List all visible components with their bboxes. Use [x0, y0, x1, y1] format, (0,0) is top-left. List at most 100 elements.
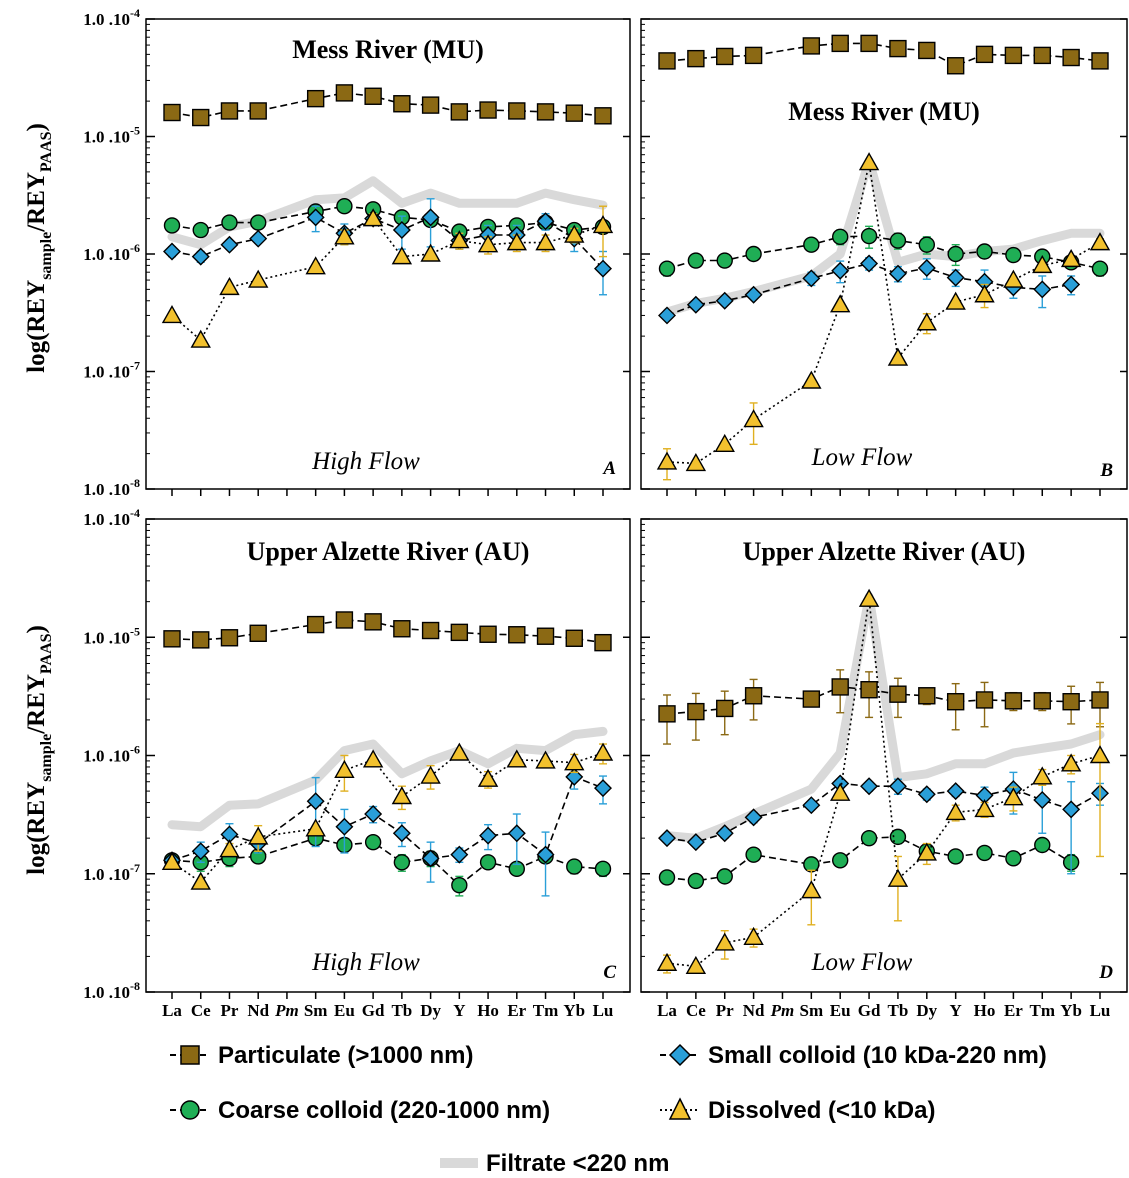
legend-small-colloid-label: Small colloid (10 kDa-220 nm)	[708, 1042, 1047, 1069]
particulate-point	[565, 629, 583, 647]
y-label-main: log(REY	[23, 782, 50, 875]
series-particulate	[163, 611, 612, 652]
x-tick-label: Y	[453, 1001, 465, 1020]
particulate-point	[1091, 52, 1109, 70]
small-colloid-point	[715, 291, 734, 310]
dissolved-point	[945, 802, 966, 821]
x-tick-label: Yb	[563, 1001, 585, 1020]
dissolved-point	[656, 952, 678, 971]
small-colloid-point	[860, 777, 879, 796]
x-tick-label: Nd	[743, 1001, 765, 1020]
dissolved-point	[334, 759, 355, 778]
panel-letter: B	[1099, 460, 1113, 481]
small-colloid-point	[744, 285, 763, 304]
y-label-main: log(REY	[23, 280, 50, 373]
dissolved-point	[564, 224, 585, 243]
y-tick-label: 1.0 .10-8	[83, 979, 140, 1002]
small-colloid-point	[450, 845, 469, 864]
coarse-colloid-point	[889, 232, 907, 249]
particulate-point	[860, 681, 878, 699]
coarse-colloid-point	[745, 846, 762, 863]
particulate-point	[306, 615, 325, 634]
small-colloid-point	[831, 261, 850, 280]
y-tick-label-base: 1.0 .10	[83, 128, 130, 147]
particulate-point	[192, 631, 210, 649]
particulate-point	[508, 102, 526, 120]
x-tick-label: Dy	[916, 1001, 937, 1020]
particulate-point	[220, 629, 239, 647]
particulate-point	[450, 103, 469, 121]
y-label-mid: /REY	[23, 674, 50, 735]
dissolved-point	[305, 256, 326, 275]
x-tick-label: Gd	[362, 1001, 385, 1020]
series-dissolved	[161, 742, 614, 890]
dissolved-point	[887, 868, 909, 887]
coarse-colloid-point	[716, 868, 733, 885]
series-filtrate	[167, 176, 608, 250]
series-small-colloid	[658, 771, 1109, 875]
series-particulate	[658, 669, 1109, 745]
y-tick-label-base: 1.0 .10	[83, 245, 130, 264]
dissolved-point	[362, 208, 384, 227]
small-colloid-point	[306, 208, 325, 227]
coarse-colloid-point	[336, 198, 353, 215]
dissolved-point	[391, 786, 413, 805]
dissolved-point	[887, 347, 909, 366]
coarse-colloid-point	[250, 214, 267, 231]
dissolved-point	[190, 329, 211, 348]
legend-dissolved-label: Dissolved (<10 kDa)	[708, 1097, 935, 1124]
y-tick-label: 1.0 .10-7	[83, 861, 140, 884]
dissolved-line	[171, 751, 604, 884]
dissolved-point	[161, 305, 183, 324]
particulate-point	[450, 623, 469, 642]
particulate-point	[802, 690, 821, 708]
x-tick-label: Sm	[304, 1001, 328, 1020]
small-colloid-point	[802, 796, 821, 815]
y-tick-label-exponent: -4	[130, 506, 140, 520]
x-tick-label: Sm	[800, 1001, 824, 1020]
legend-triangle-marker	[668, 1097, 692, 1120]
dissolved-point	[391, 246, 413, 265]
small-colloid-point	[658, 306, 676, 325]
y-label-close: )	[23, 123, 50, 131]
y-tick-label: 1.0 .10-4	[83, 6, 140, 29]
legend-diamond-marker	[668, 1043, 692, 1067]
particulate-point	[163, 630, 181, 648]
panel-title: Upper Alzette River (AU)	[247, 537, 530, 566]
y-tick-label: 1.0 .10-5	[83, 124, 140, 147]
small-colloid-line	[171, 775, 604, 862]
dissolved-point	[743, 926, 764, 946]
small-colloid-point	[163, 242, 181, 261]
series-dissolved	[656, 588, 1111, 974]
coarse-colloid-line	[666, 836, 1072, 882]
dissolved-point	[305, 818, 326, 837]
coarse-colloid-point	[192, 221, 209, 239]
small-colloid-point	[364, 805, 383, 824]
dissolved-point	[1060, 248, 1082, 268]
filtrate-line	[167, 726, 608, 832]
coarse-colloid-point	[163, 217, 181, 234]
small-colloid-point	[392, 824, 411, 843]
coarse-colloid-point	[451, 877, 468, 894]
y-tick-label-base: 1.0 .10	[83, 480, 130, 499]
particulate-point	[918, 41, 936, 60]
small-colloid-point	[594, 259, 612, 278]
dissolved-point	[801, 880, 822, 899]
particulate-point	[744, 687, 763, 705]
dissolved-point	[1060, 753, 1082, 772]
small-colloid-point	[392, 221, 411, 240]
coarse-colloid-line	[171, 837, 604, 887]
y-tick-label: 1.0 .10-6	[83, 743, 140, 766]
particulate-point	[220, 102, 239, 120]
particulate-point	[1062, 693, 1080, 711]
dissolved-point	[477, 768, 499, 787]
dissolved-point	[801, 370, 822, 389]
filtrate-line	[662, 156, 1105, 317]
small-colloid-point	[802, 269, 821, 288]
particulate-point	[716, 699, 734, 718]
y-label-sub1: sample	[38, 232, 55, 280]
particulate-point	[1091, 691, 1109, 709]
particulate-point	[687, 49, 705, 68]
particulate-point	[421, 96, 440, 114]
legend: Particulate (>1000 nm) Small colloid (10…	[170, 1042, 1047, 1177]
